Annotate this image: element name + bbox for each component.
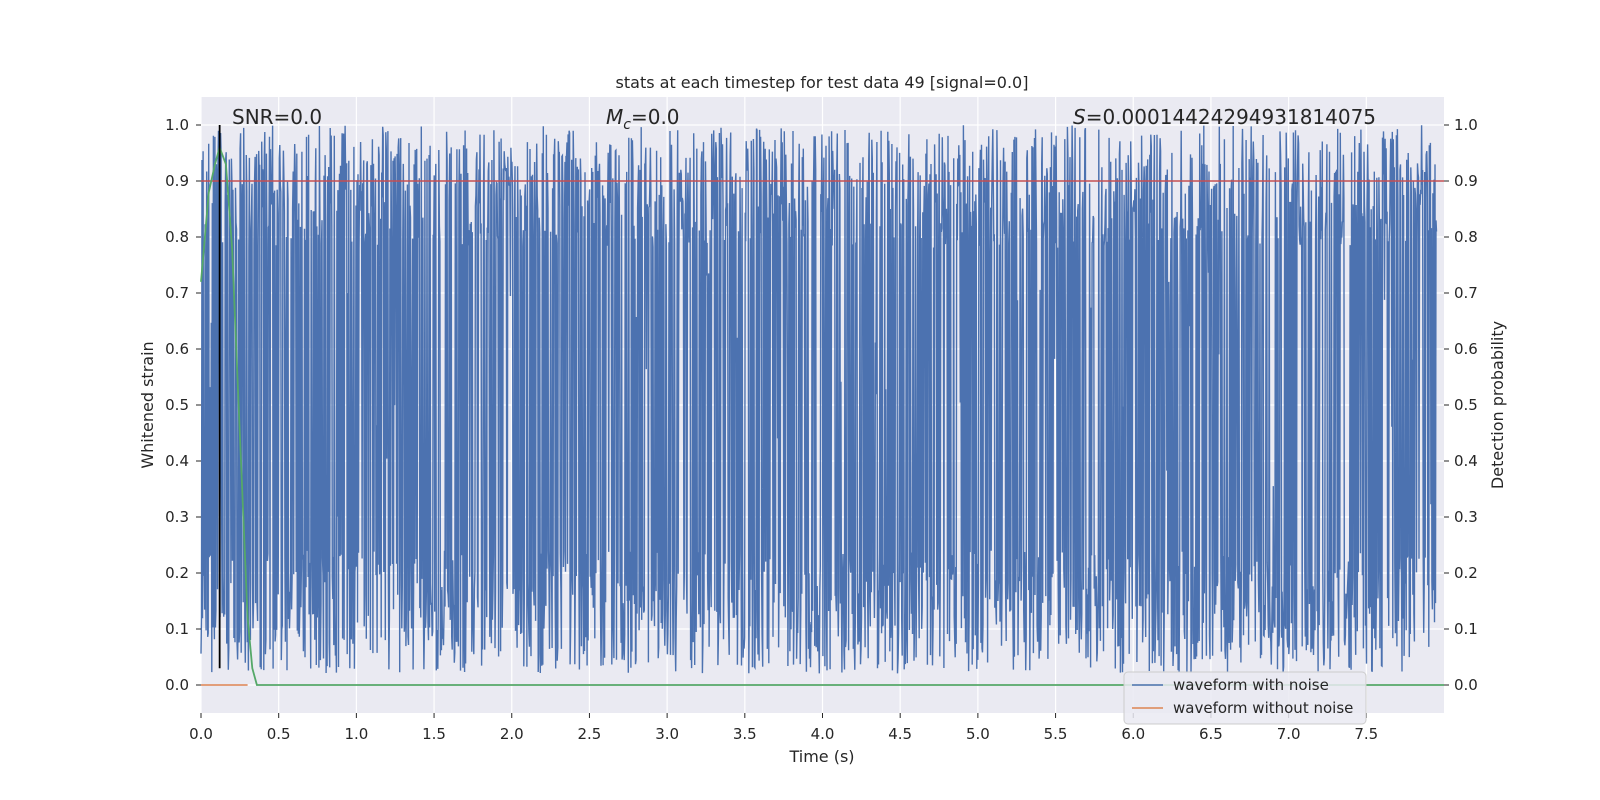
y-tick-label-right: 0.7 [1454, 284, 1478, 302]
y-tick-label-right: 0.4 [1454, 452, 1478, 470]
y-tick-label-right: 0.3 [1454, 508, 1478, 526]
legend: waveform with noise waveform without noi… [1123, 671, 1367, 725]
x-tick-label: 3.5 [733, 725, 757, 743]
y-tick-label-left: 0.1 [165, 620, 189, 638]
x-tick-label: 4.5 [888, 725, 912, 743]
annotation-s: S=0.00014424294931814075 [1073, 105, 1376, 129]
overlay-lines [200, 125, 1444, 686]
y-tick-label-left: 0.7 [165, 284, 189, 302]
y-tick-label-left: 0.0 [165, 676, 189, 694]
annotation-s-symbol: S [1073, 105, 1086, 129]
annotation-mc-symbol: M [606, 105, 623, 129]
series-waveform-with-noise [200, 125, 1438, 674]
annotation-mc-value: =0.0 [631, 105, 680, 129]
annotation-snr: SNR=0.0 [232, 105, 322, 129]
x-tick-label: 3.0 [655, 725, 679, 743]
y-tick-label-right: 0.2 [1454, 564, 1478, 582]
y-tick-label-left: 0.2 [165, 564, 189, 582]
x-tick-label: 7.5 [1354, 725, 1378, 743]
y-tick-label-right: 0.8 [1454, 228, 1478, 246]
y-tick-label-left: 0.8 [165, 228, 189, 246]
axis-ticks: 0.0 0.5 1.0 1.5 2.0 2.5 3.0 3.5 4.0 4.5 5.0 5.5 6.0 6… [165, 116, 1478, 743]
y-axis-label-left: Whitened strain [138, 341, 157, 468]
y-axis-label-right: Detection probability [1488, 321, 1507, 489]
y-tick-label-right: 0.1 [1454, 620, 1478, 638]
y-tick-label-left: 0.9 [165, 172, 189, 190]
x-tick-label: 6.0 [1121, 725, 1145, 743]
x-tick-label: 4.0 [811, 725, 835, 743]
y-tick-label-left: 1.0 [165, 116, 189, 134]
annotation-s-value: =0.00014424294931814075 [1086, 105, 1376, 129]
x-tick-label: 5.0 [966, 725, 990, 743]
y-tick-label-right: 0.5 [1454, 396, 1478, 414]
annotation-mc: Mc=0.0 [606, 105, 680, 133]
y-tick-label-left: 0.3 [165, 508, 189, 526]
y-tick-label-left: 0.5 [165, 396, 189, 414]
x-tick-label: 5.5 [1044, 725, 1068, 743]
annotation-mc-subscript: c [623, 117, 631, 133]
y-tick-label-left: 0.6 [165, 340, 189, 358]
x-tick-label: 0.5 [267, 725, 291, 743]
legend-label-noise: waveform with noise [1173, 676, 1329, 694]
x-tick-label: 1.5 [422, 725, 446, 743]
y-tick-label-right: 0.9 [1454, 172, 1478, 190]
y-tick-label-right: 0.0 [1454, 676, 1478, 694]
x-tick-label: 6.5 [1199, 725, 1223, 743]
x-tick-label: 1.0 [344, 725, 368, 743]
x-tick-label: 0.0 [189, 725, 213, 743]
y-tick-label-right: 0.6 [1454, 340, 1478, 358]
legend-frame [1123, 671, 1367, 725]
x-tick-label: 2.5 [578, 725, 602, 743]
noise-waveform-line [200, 125, 1438, 674]
chart-title: stats at each timestep for test data 49 … [616, 73, 1029, 92]
x-axis-label: Time (s) [788, 747, 854, 766]
x-tick-label: 2.0 [500, 725, 524, 743]
x-tick-label: 7.0 [1277, 725, 1301, 743]
legend-label-clean: waveform without noise [1173, 699, 1353, 717]
y-tick-label-right: 1.0 [1454, 116, 1478, 134]
y-tick-label-left: 0.4 [165, 452, 189, 470]
detection-probability-line [200, 144, 1444, 686]
